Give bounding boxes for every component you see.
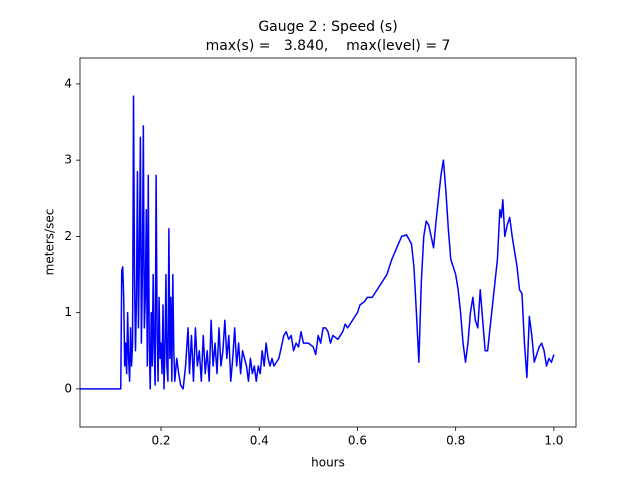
x-tick-label: 0.6	[348, 434, 367, 448]
x-tick-label: 0.4	[250, 434, 269, 448]
x-tick-label: 0.8	[446, 434, 465, 448]
x-axis-label: hours	[311, 456, 345, 470]
data-line	[80, 95, 555, 390]
chart-subtitle: max(s) = 3.840, max(level) = 7	[206, 38, 451, 54]
plot-frame	[79, 57, 577, 428]
y-tick-label: 0	[64, 381, 72, 395]
y-tick-label: 1	[64, 305, 72, 319]
x-tick-label: 1.0	[544, 434, 563, 448]
y-axis-label: meters/sec	[43, 209, 57, 276]
y-tick-label: 4	[64, 76, 72, 90]
chart-title: Gauge 2 : Speed (s)	[258, 19, 397, 35]
x-tick-label: 0.2	[151, 434, 170, 448]
y-tick-label: 2	[64, 229, 72, 243]
y-tick-label: 3	[64, 153, 72, 167]
